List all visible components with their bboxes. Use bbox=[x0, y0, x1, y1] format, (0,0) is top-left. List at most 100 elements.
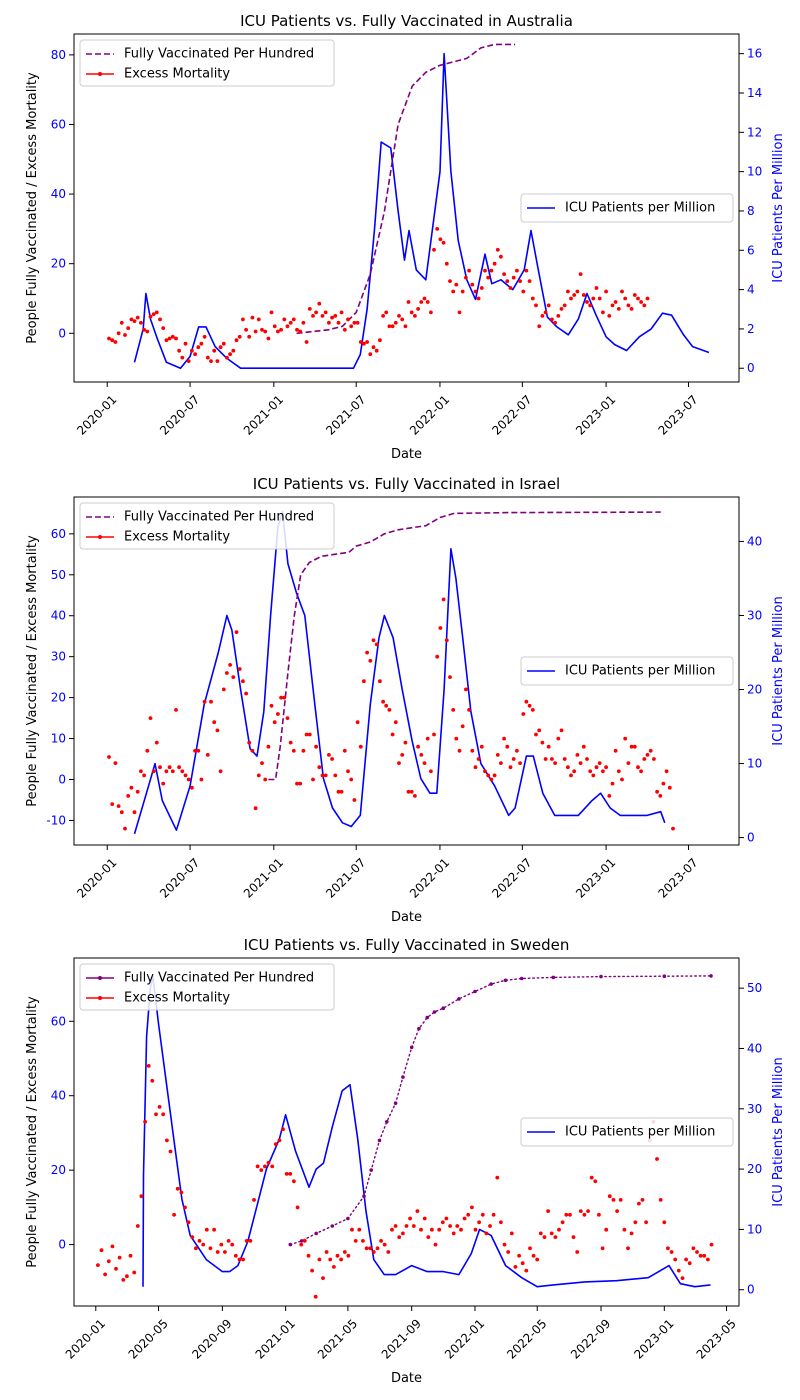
mortality-point bbox=[266, 336, 271, 341]
mortality-point bbox=[499, 254, 503, 259]
mortality-point bbox=[320, 314, 325, 318]
mortality-point bbox=[527, 279, 532, 283]
x-tick-label: 2022-07 bbox=[489, 392, 534, 437]
mortality-point bbox=[161, 1112, 166, 1117]
mortality-point bbox=[569, 773, 573, 778]
mortality-point bbox=[616, 769, 621, 774]
mortality-point bbox=[117, 1255, 122, 1260]
mortality-point bbox=[158, 317, 162, 322]
mortality-point bbox=[387, 324, 392, 329]
mortality-point bbox=[215, 359, 220, 363]
x-tick-label: 2020-05 bbox=[126, 1316, 171, 1361]
mortality-point bbox=[320, 773, 325, 778]
mortality-point bbox=[350, 1227, 354, 1232]
mortality-point bbox=[204, 1227, 209, 1232]
mortality-point bbox=[231, 348, 236, 353]
mortality-point bbox=[562, 303, 567, 308]
mortality-point bbox=[492, 773, 497, 778]
x-tick-label: 2021-09 bbox=[379, 1316, 424, 1361]
mortality-point bbox=[387, 708, 392, 712]
mortality-point bbox=[429, 310, 433, 315]
mortality-point bbox=[281, 1127, 285, 1132]
mortality-point bbox=[175, 1186, 180, 1191]
mortality-point bbox=[259, 1168, 264, 1172]
mortality-point bbox=[483, 268, 487, 273]
mortality-point bbox=[135, 789, 140, 794]
mortality-point bbox=[295, 1205, 300, 1210]
mortality-point bbox=[642, 757, 647, 761]
mortality-point bbox=[123, 333, 127, 337]
mortality-point bbox=[622, 1227, 627, 1232]
mortality-point bbox=[416, 307, 420, 311]
mortality-point bbox=[594, 286, 599, 290]
mortality-point bbox=[263, 777, 268, 782]
mortality-point bbox=[324, 1250, 329, 1254]
mortality-point bbox=[225, 671, 229, 675]
legend-right: ICU Patients per Million bbox=[520, 656, 734, 686]
mortality-point bbox=[549, 1231, 554, 1236]
mortality-point bbox=[537, 324, 542, 329]
vaccinated-point bbox=[299, 1239, 304, 1243]
mortality-point bbox=[562, 757, 567, 761]
y2-tick-label: 14 bbox=[747, 86, 762, 100]
vaccinated-line bbox=[296, 43, 516, 335]
mortality-point bbox=[511, 757, 516, 761]
mortality-point bbox=[535, 1257, 540, 1262]
mortality-point bbox=[534, 303, 538, 308]
mortality-point bbox=[154, 1112, 158, 1117]
vaccinated-point bbox=[709, 974, 713, 978]
mortality-point bbox=[199, 777, 204, 782]
mortality-point bbox=[306, 1253, 311, 1258]
mortality-point bbox=[451, 1231, 456, 1236]
mortality-point bbox=[676, 1268, 681, 1273]
chart-title: ICU Patients vs. Fully Vaccinated in Aus… bbox=[240, 12, 573, 30]
mortality-point bbox=[225, 355, 229, 360]
mortality-point bbox=[327, 320, 331, 325]
mortality-point bbox=[282, 317, 287, 322]
mortality-point bbox=[604, 289, 608, 294]
mortality-point bbox=[489, 777, 494, 782]
x-tick-label: 2020-01 bbox=[74, 392, 119, 437]
mortality-point bbox=[237, 667, 242, 671]
mortality-point bbox=[285, 324, 290, 329]
mortality-point bbox=[263, 1164, 267, 1169]
mortality-point bbox=[228, 663, 233, 667]
mortality-point bbox=[429, 769, 433, 774]
mortality-point bbox=[591, 296, 596, 301]
y2-tick-label: 10 bbox=[747, 1222, 762, 1236]
mortality-point bbox=[655, 1157, 659, 1161]
mortality-point bbox=[357, 1227, 362, 1232]
mortality-point bbox=[557, 1227, 561, 1232]
mortality-point bbox=[202, 699, 207, 704]
mortality-point bbox=[253, 329, 258, 334]
plot-area bbox=[96, 974, 714, 1299]
y-tick-label: 30 bbox=[51, 650, 66, 664]
mortality-point bbox=[441, 597, 446, 602]
mortality-point bbox=[114, 1266, 118, 1271]
mortality-point bbox=[99, 1248, 104, 1253]
vaccinated-point bbox=[457, 997, 461, 1001]
mortality-point bbox=[422, 1216, 427, 1221]
y2-tick-label: 10 bbox=[747, 757, 762, 771]
mortality-point bbox=[626, 303, 631, 308]
mortality-point bbox=[594, 765, 599, 770]
mortality-point bbox=[432, 247, 436, 252]
mortality-point bbox=[597, 296, 602, 301]
mortality-point bbox=[457, 748, 462, 753]
vaccinated-point bbox=[314, 1231, 319, 1236]
mortality-point bbox=[702, 1253, 707, 1258]
x-tick-label: 2023-07 bbox=[655, 392, 700, 437]
mortality-point bbox=[470, 282, 475, 287]
legend-mortality-label: Excess Mortality bbox=[124, 991, 230, 1006]
mortality-point bbox=[502, 1242, 507, 1247]
x-tick-label: 2022-07 bbox=[489, 855, 534, 900]
mortality-point bbox=[473, 765, 478, 770]
mortality-point bbox=[279, 327, 283, 332]
legend-left: Fully Vaccinated Per Hundred Excess Morta… bbox=[79, 39, 335, 87]
y2-axis-label: ICU Patients Per Million bbox=[771, 1057, 786, 1206]
legend-icu-label: ICU Patients per Million bbox=[565, 664, 715, 679]
legend-right: ICU Patients per Million bbox=[520, 193, 734, 223]
mortality-point bbox=[426, 1235, 431, 1239]
mortality-point bbox=[560, 1220, 565, 1225]
vaccinated-point bbox=[377, 1138, 382, 1143]
